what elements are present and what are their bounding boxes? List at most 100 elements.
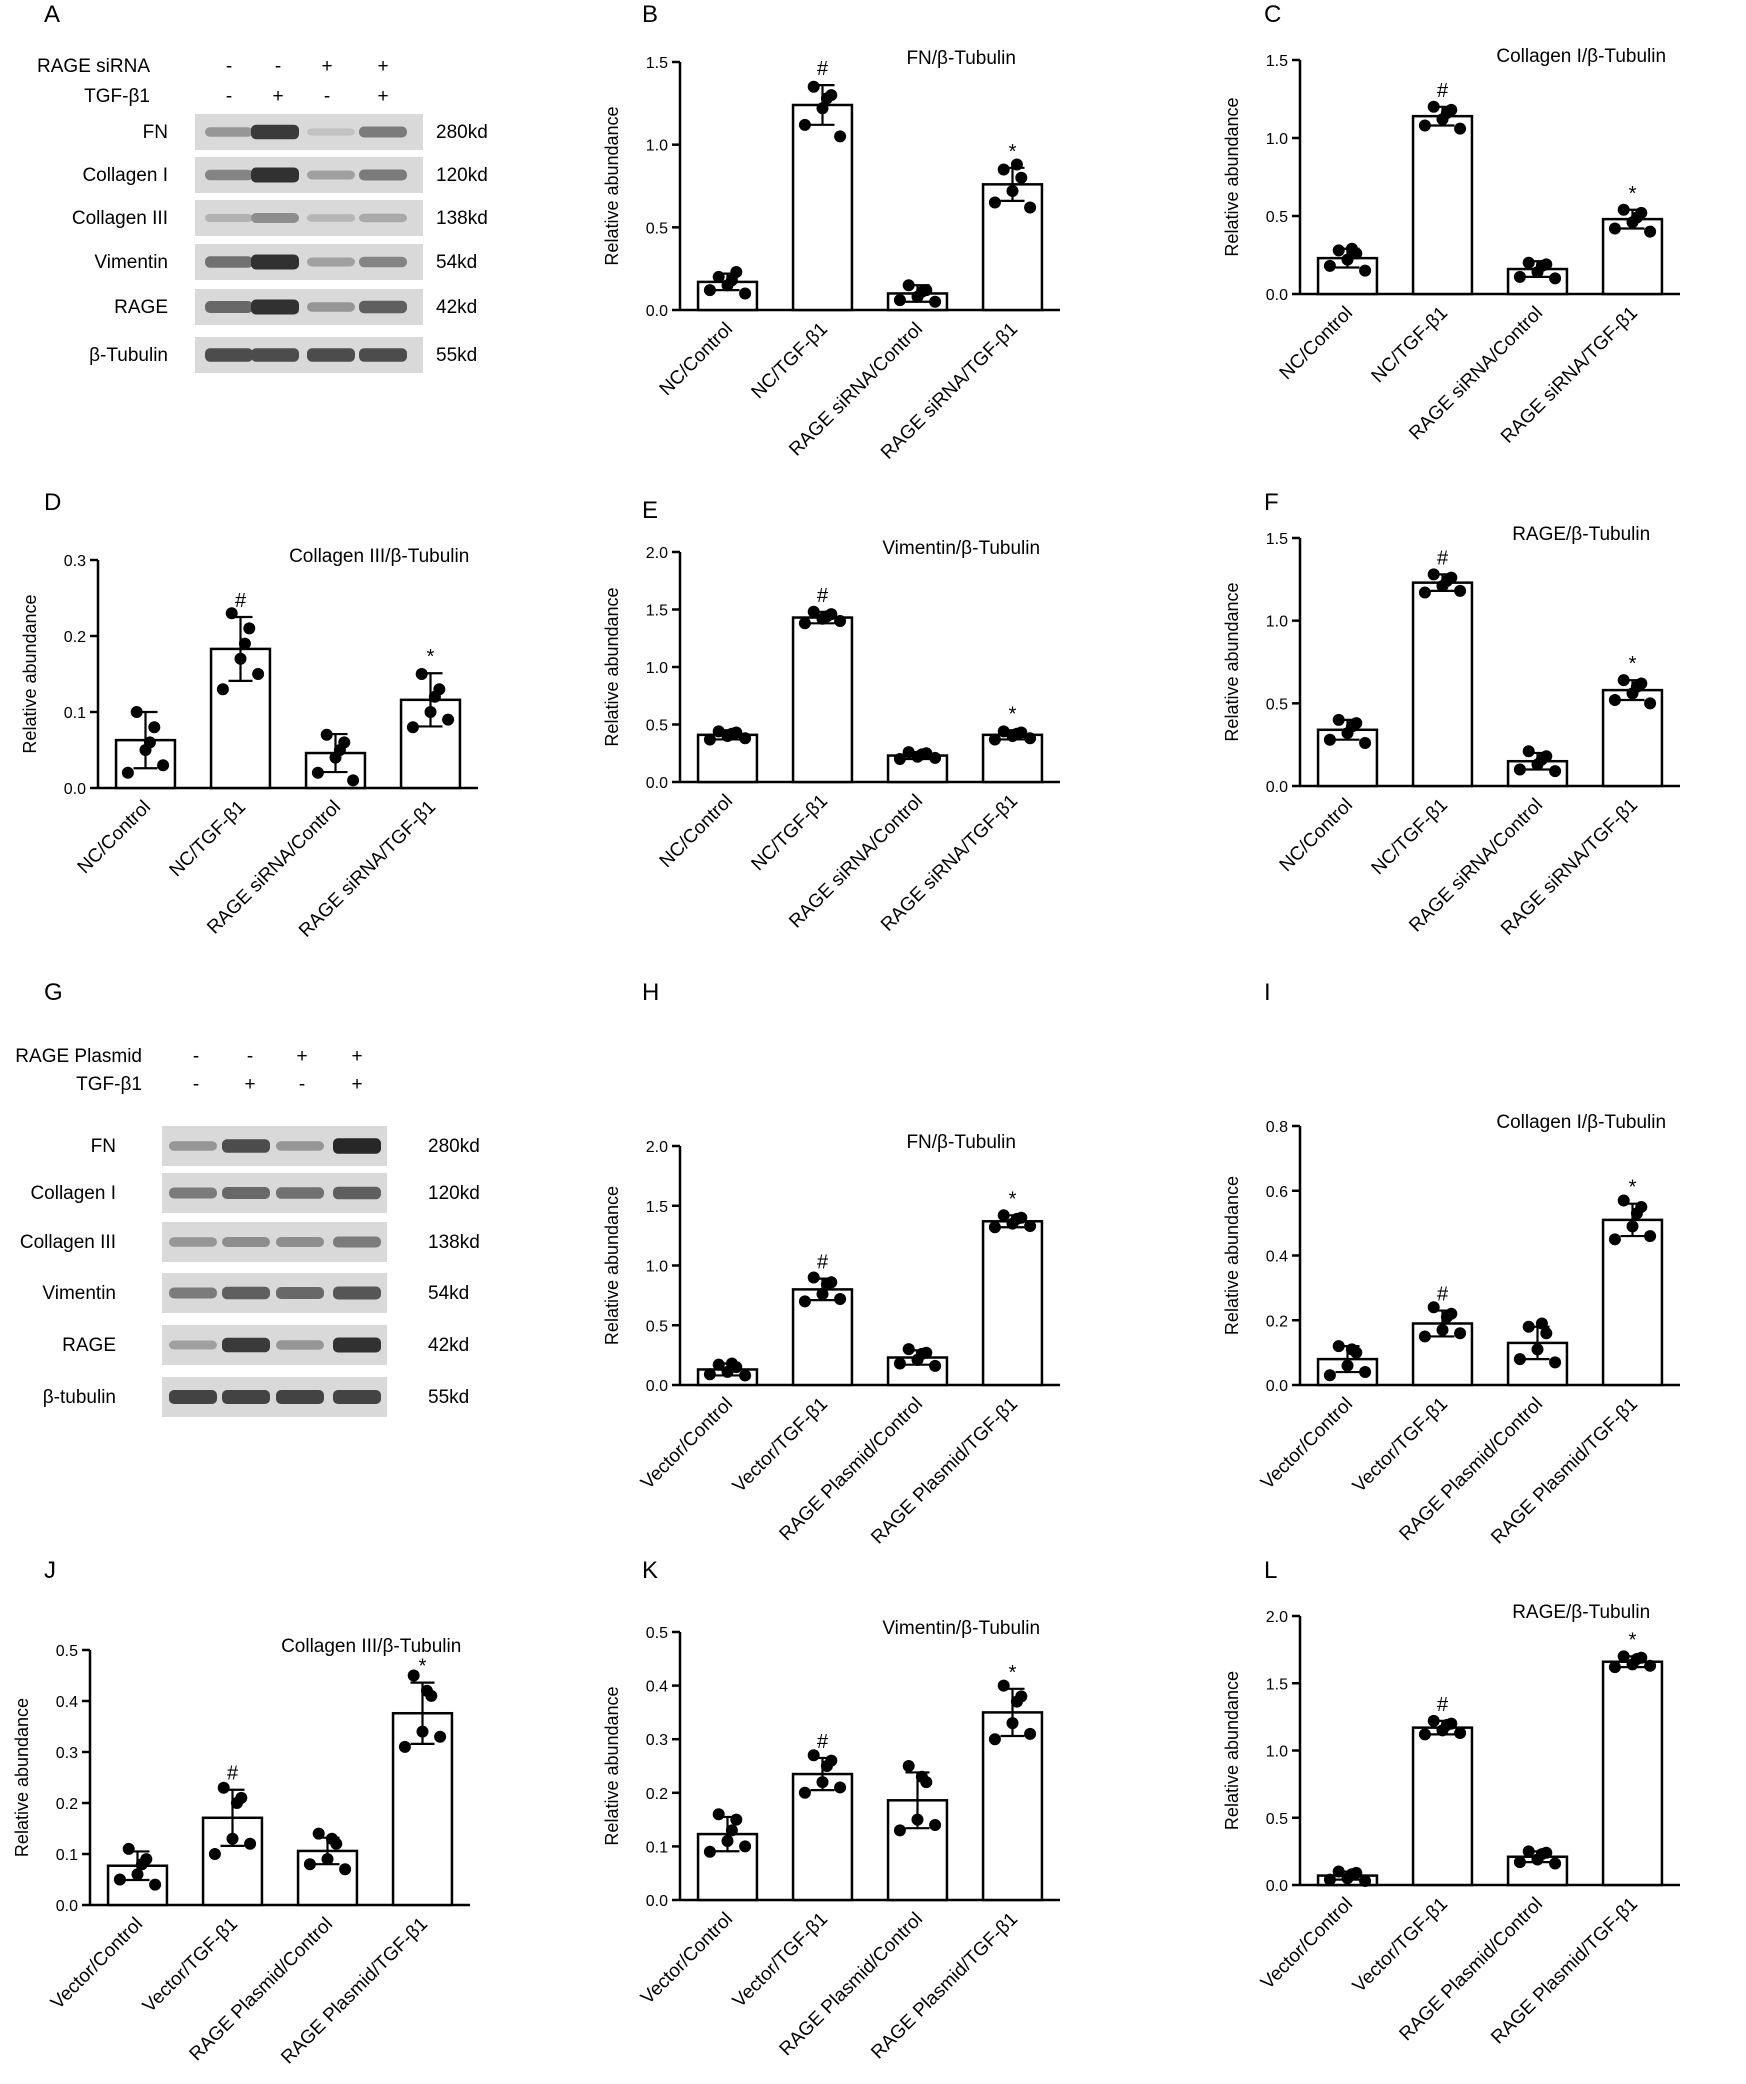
protein-label: β-tubulin bbox=[43, 1387, 116, 1408]
y-tick-label: 2.0 bbox=[1266, 1609, 1288, 1626]
y-tick-label: 0.0 bbox=[646, 1378, 668, 1395]
significance-marker: # bbox=[817, 585, 829, 607]
data-point bbox=[1418, 1330, 1431, 1343]
data-point bbox=[730, 1813, 743, 1826]
data-point bbox=[398, 1740, 411, 1753]
data-point bbox=[1535, 753, 1548, 766]
blot-band bbox=[205, 348, 253, 362]
chart-title: Vimentin/β-Tubulin bbox=[882, 538, 1040, 559]
blot-band bbox=[307, 128, 355, 136]
data-point bbox=[1427, 100, 1440, 113]
y-tick-label: 0.2 bbox=[1266, 1313, 1288, 1330]
data-point bbox=[1549, 1857, 1562, 1870]
significance-marker: # bbox=[817, 1731, 829, 1753]
panel-letter-b: B bbox=[642, 1, 658, 28]
molecular-weight-label: 138kd bbox=[436, 208, 488, 229]
data-point bbox=[113, 1873, 126, 1886]
protein-label: FN bbox=[91, 1136, 116, 1157]
data-point bbox=[997, 1209, 1010, 1222]
chart-title: FN/β-Tubulin bbox=[906, 48, 1015, 69]
category-label: NC/TGF-β1 bbox=[748, 319, 833, 404]
blot-band bbox=[222, 1286, 270, 1300]
treatment-label: RAGE Plasmid bbox=[15, 1046, 142, 1067]
category-label: Vector/TGF-β1 bbox=[729, 1394, 832, 1497]
blot-band bbox=[359, 213, 407, 223]
blot-band bbox=[307, 257, 355, 267]
blot-band bbox=[359, 126, 407, 138]
y-tick-label: 2.0 bbox=[646, 1139, 668, 1156]
treatment-sign: - bbox=[226, 56, 232, 77]
data-point bbox=[712, 725, 725, 738]
blot-band bbox=[169, 1340, 217, 1350]
y-axis-label: Relative abundance bbox=[1222, 1176, 1242, 1335]
panel-letter-c: C bbox=[1264, 1, 1281, 28]
data-point bbox=[820, 1278, 833, 1291]
data-point bbox=[135, 1858, 148, 1871]
data-point bbox=[915, 1770, 928, 1783]
data-point bbox=[226, 1832, 239, 1845]
y-tick-label: 1.5 bbox=[646, 1199, 668, 1216]
y-tick-label: 1.5 bbox=[1266, 531, 1288, 548]
data-point bbox=[929, 295, 942, 308]
blot-band bbox=[276, 1287, 324, 1299]
molecular-weight-label: 120kd bbox=[436, 165, 488, 186]
significance-marker: * bbox=[1629, 1629, 1637, 1651]
data-point bbox=[929, 1818, 942, 1831]
blot-band bbox=[169, 1141, 217, 1151]
protein-label: RAGE bbox=[62, 1335, 116, 1356]
y-tick-label: 0.5 bbox=[1266, 696, 1288, 713]
data-point bbox=[424, 706, 437, 718]
bar bbox=[791, 616, 854, 784]
data-point bbox=[1522, 256, 1535, 269]
y-tick-label: 0.4 bbox=[646, 1679, 668, 1696]
blot-band bbox=[333, 1236, 381, 1248]
data-point bbox=[1010, 727, 1023, 740]
panel-letter-f: F bbox=[1264, 489, 1279, 516]
blot-band bbox=[276, 1390, 324, 1404]
y-tick-label: 0.0 bbox=[1266, 1378, 1288, 1395]
significance-marker: # bbox=[1437, 1284, 1449, 1306]
data-point bbox=[1535, 259, 1548, 272]
data-point bbox=[703, 284, 716, 297]
data-point bbox=[834, 1292, 847, 1305]
data-point bbox=[1024, 732, 1037, 745]
y-tick-label: 1.5 bbox=[646, 603, 668, 620]
data-point bbox=[988, 1733, 1001, 1746]
blot-band bbox=[359, 348, 407, 362]
data-point bbox=[739, 732, 752, 745]
significance-marker: # bbox=[1437, 1694, 1449, 1716]
western-blot-a: RAGE siRNA - - + + TGF-β1 - + - + FN 280kd Collagen … bbox=[37, 56, 488, 373]
data-point bbox=[725, 274, 738, 287]
blot-band bbox=[276, 1340, 324, 1350]
data-point bbox=[1440, 1311, 1453, 1324]
data-point bbox=[407, 1669, 420, 1682]
blot-band bbox=[205, 256, 253, 268]
treatment-sign: + bbox=[296, 1046, 307, 1067]
data-point bbox=[712, 1358, 725, 1371]
data-point bbox=[1345, 242, 1358, 255]
y-axis-label: Relative abundance bbox=[12, 1698, 32, 1857]
y-tick-label: 0.0 bbox=[646, 303, 668, 320]
data-point bbox=[1608, 1233, 1621, 1246]
blot-band bbox=[251, 124, 299, 140]
y-tick-label: 0.1 bbox=[64, 705, 86, 722]
blot-band bbox=[222, 1187, 270, 1199]
blot-band bbox=[251, 299, 299, 315]
category-label: Vector/Control bbox=[47, 1914, 147, 2014]
chart-title: Collagen III/β-Tubulin bbox=[281, 1636, 461, 1657]
y-tick-label: 0.0 bbox=[56, 1898, 78, 1915]
blot-band bbox=[307, 302, 355, 312]
data-point bbox=[1608, 694, 1621, 707]
data-point bbox=[1427, 1301, 1440, 1314]
treatment-sign: - bbox=[299, 1074, 305, 1095]
blot-band bbox=[169, 1390, 217, 1404]
data-point bbox=[1630, 1653, 1643, 1666]
category-label: Vector/Control bbox=[637, 1394, 737, 1494]
data-point bbox=[703, 1845, 716, 1858]
significance-marker: # bbox=[1437, 547, 1449, 569]
data-point bbox=[311, 766, 324, 779]
data-point bbox=[225, 607, 238, 620]
blot-band bbox=[333, 1337, 381, 1353]
data-point bbox=[997, 725, 1010, 738]
data-point bbox=[442, 713, 455, 726]
